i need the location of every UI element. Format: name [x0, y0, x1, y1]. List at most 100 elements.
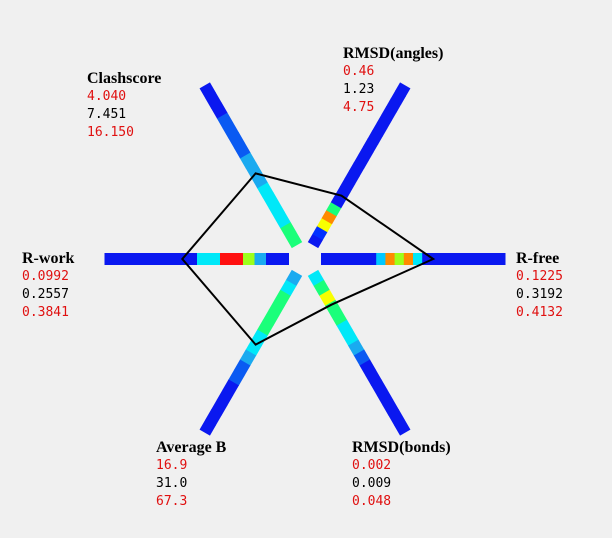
- bar-segment: [216, 112, 234, 129]
- axis-high: 0.4132: [516, 305, 563, 320]
- bar-segment: [257, 181, 274, 199]
- bar-segment: [205, 409, 222, 426]
- bar-segment: [222, 379, 239, 396]
- bar-segment: [211, 102, 228, 119]
- axis-bars: [104, 82, 506, 436]
- bar-segment: [358, 146, 374, 161]
- bar-segment: [205, 92, 222, 109]
- bar-segment: [382, 399, 399, 416]
- bar-segment: [313, 279, 330, 297]
- bar-segment: [228, 369, 245, 386]
- bar-segment: [274, 211, 291, 229]
- axis-value: 0.3192: [516, 287, 563, 302]
- bar-segment: [234, 142, 251, 159]
- bar-segment: [372, 122, 388, 137]
- axis-name: Clashscore: [87, 70, 162, 87]
- bar-segment: [359, 359, 376, 376]
- axis-bar-clashscore: [199, 82, 303, 249]
- axis-value: 1.23: [343, 82, 375, 97]
- axis-low: 0.1225: [516, 269, 563, 284]
- bar-segment: [367, 130, 383, 145]
- axis-high: 67.3: [156, 494, 188, 509]
- bar-segment: [326, 201, 342, 217]
- bar-segment: [312, 225, 328, 241]
- axis-label-r-work: R-work 0.0992 0.2557 0.3841: [22, 250, 74, 322]
- bar-segment: [395, 82, 411, 97]
- axis-low: 0.002: [352, 458, 392, 473]
- bar-segment: [371, 379, 388, 396]
- bar-segment: [342, 329, 359, 347]
- bar-segment: [317, 217, 333, 233]
- bar-segment: [199, 419, 216, 436]
- bar-segment: [257, 319, 274, 337]
- bar-segment: [394, 419, 411, 436]
- bar-segment: [344, 170, 360, 185]
- axis-low: 16.9: [156, 458, 188, 473]
- bar-segment: [353, 349, 371, 366]
- bar-segment: [216, 389, 234, 406]
- bar-segment: [336, 319, 353, 337]
- bar-segment: [365, 369, 382, 386]
- bar-segment: [262, 191, 280, 209]
- bar-segment: [268, 201, 285, 219]
- axis-low: 0.0992: [22, 269, 69, 284]
- axis-bar-rmsd-bonds: [307, 269, 411, 436]
- bar-segment: [319, 289, 336, 307]
- axis-name: R-work: [22, 250, 75, 267]
- axis-high: 16.150: [87, 125, 134, 140]
- bar-segment: [363, 138, 379, 153]
- bar-segment: [239, 152, 257, 169]
- bar-segment: [239, 349, 257, 366]
- axis-bar-average-b: [199, 269, 303, 436]
- bar-segment: [274, 289, 291, 307]
- bar-segment: [321, 209, 337, 225]
- bar-segment: [285, 269, 303, 287]
- bar-segment: [307, 233, 324, 249]
- bar-segment: [330, 193, 347, 209]
- axis-value: 7.451: [87, 107, 127, 122]
- axis-value: 0.009: [352, 476, 392, 491]
- axis-name: Average B: [156, 439, 227, 456]
- bar-segment: [388, 409, 405, 426]
- axis-label-average-b: Average B 16.9 31.0 67.3: [156, 439, 226, 511]
- bar-segment: [228, 132, 245, 149]
- bar-segment: [234, 359, 251, 376]
- axis-low: 0.46: [343, 64, 375, 79]
- bar-segment: [262, 309, 280, 327]
- bar-segment: [376, 114, 393, 129]
- bar-segment: [251, 329, 268, 347]
- bar-segment: [280, 221, 297, 239]
- axis-high: 0.048: [352, 494, 392, 509]
- bar-segment: [390, 90, 406, 105]
- bar-segment: [340, 177, 356, 193]
- axis-value: 31.0: [156, 476, 188, 491]
- axis-high: 4.75: [343, 100, 375, 115]
- bar-segment: [268, 299, 285, 317]
- bar-segment: [349, 162, 365, 177]
- bar-segment: [280, 279, 297, 297]
- bar-segment: [251, 171, 268, 189]
- axis-label-r-free: R-free 0.1225 0.3192 0.4132: [516, 250, 563, 322]
- bar-segment: [199, 82, 216, 99]
- value-polygon: [180, 172, 436, 346]
- axis-name: R-free: [516, 250, 560, 267]
- bar-segment: [353, 154, 370, 169]
- bar-segment: [285, 231, 303, 249]
- axis-high: 0.3841: [22, 305, 69, 320]
- bar-segment: [386, 98, 402, 113]
- axis-name: RMSD(angles): [343, 45, 444, 62]
- bar-segment: [307, 269, 325, 287]
- axis-label-rmsd-bonds: RMSD(bonds) 0.002 0.009 0.048: [352, 439, 451, 511]
- bar-segment: [222, 122, 239, 139]
- bar-segment: [330, 309, 348, 327]
- bar-segment: [211, 399, 228, 416]
- axis-value: 0.2557: [22, 287, 69, 302]
- axis-name: RMSD(bonds): [352, 439, 451, 456]
- bar-segment: [376, 389, 394, 406]
- axis-low: 4.040: [87, 89, 127, 104]
- bar-segment: [348, 339, 365, 356]
- axis-label-rmsd-angles: RMSD(angles) 0.46 1.23 4.75: [343, 45, 443, 117]
- axis-label-clashscore: Clashscore 4.040 7.451 16.150: [87, 70, 161, 142]
- bar-segment: [381, 106, 397, 121]
